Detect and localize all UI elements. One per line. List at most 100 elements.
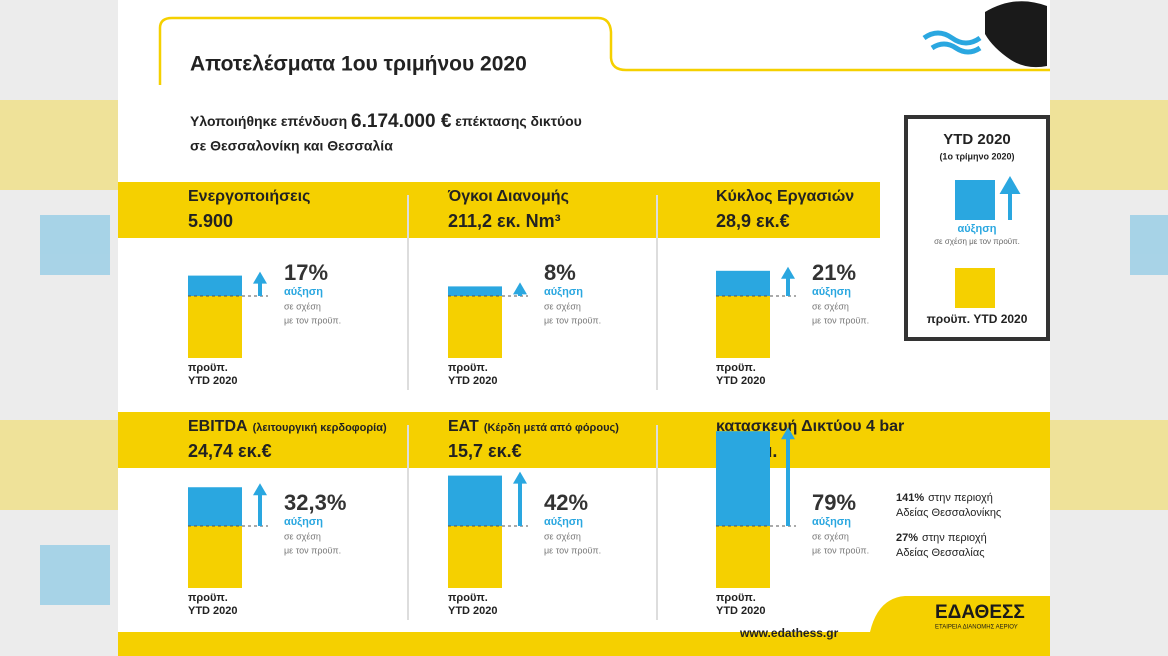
- logo-bg: [870, 596, 1050, 632]
- budget-label: YTD 2020: [188, 375, 238, 387]
- compared-label: σε σχέση: [544, 531, 581, 541]
- growth-label: 21%: [812, 260, 856, 285]
- intro-amount: 6.174.000 €: [351, 111, 452, 132]
- card-title: Όγκοι Διανομής: [447, 188, 569, 205]
- growth-label: 8%: [544, 260, 576, 285]
- panel: [118, 0, 1050, 656]
- compared-label: με τον προϋπ.: [284, 545, 341, 555]
- band: [118, 182, 880, 238]
- growth-bar: [188, 487, 242, 526]
- growth-bar: [448, 286, 502, 296]
- card-title: Κύκλος Εργασιών: [716, 188, 854, 205]
- compared-label: σε σχέση: [284, 301, 321, 311]
- intro: σε Θεσσαλονίκη και Θεσσαλία: [190, 138, 393, 154]
- card-note: (λειτουργική κερδοφορία): [253, 422, 387, 434]
- budget-label: προϋπ.: [716, 592, 756, 604]
- brand-mark: [922, 1, 1047, 68]
- budget-label: προϋπ.: [188, 362, 228, 374]
- growth-label: 79%: [812, 490, 856, 515]
- increase-label: αύξηση: [544, 286, 583, 298]
- increase-label: αύξηση: [812, 516, 851, 528]
- budget-label: YTD 2020: [188, 605, 238, 617]
- card-value: 5.900: [188, 211, 233, 231]
- increase-label: αύξηση: [284, 286, 323, 298]
- compared-label: σε σχέση: [812, 531, 849, 541]
- detail-text: Αδείας Θεσσαλίας: [896, 547, 985, 559]
- card-value: 211,2 εκ. Nm³: [448, 211, 561, 231]
- compared-label: με τον προϋπ.: [284, 315, 341, 325]
- detail-pct: 27%: [896, 532, 918, 544]
- budget-label: προϋπ.: [188, 592, 228, 604]
- legend-arrow: [999, 176, 1021, 220]
- detail-text: στην περιοχή: [928, 492, 993, 504]
- growth-bar: [188, 275, 242, 296]
- growth-bar: [716, 431, 770, 526]
- card-title: κατασκευή Δικτύου 4 bar: [716, 418, 904, 435]
- growth-label: 32,3%: [284, 490, 346, 515]
- card-note: (Κέρδη μετά από φόρους): [484, 422, 619, 434]
- legend-swatch: [955, 180, 995, 220]
- url: www.edathess.gr: [739, 626, 839, 640]
- compared-label: με τον προϋπ.: [812, 545, 869, 555]
- intro-text: επέκτασης δικτύου: [455, 113, 582, 129]
- arrow-head: [513, 471, 527, 484]
- arrow-head: [253, 483, 267, 496]
- title-tab: [158, 16, 1050, 85]
- growth-bar: [716, 270, 770, 296]
- legend-title: YTD 2020: [943, 131, 1011, 148]
- budget-label: YTD 2020: [716, 605, 766, 617]
- compared-label: με τον προϋπ.: [812, 315, 869, 325]
- detail-text: Αδείας Θεσσαλονίκης: [896, 507, 1001, 519]
- budget-label: YTD 2020: [716, 375, 766, 387]
- growth-label: 42%: [544, 490, 588, 515]
- legend-swatch: [955, 268, 995, 308]
- arrow-head: [253, 271, 267, 284]
- card-title: EAT: [448, 418, 479, 435]
- growth-bar: [448, 475, 502, 526]
- budget-bar: [448, 296, 502, 358]
- increase-label: αύξηση: [544, 516, 583, 528]
- intro: Υλοποιήθηκε επένδυση 6.174.000 € επέκτασ…: [190, 111, 582, 132]
- legend-increase: αύξηση: [957, 223, 996, 235]
- budget-bar: [188, 526, 242, 588]
- budget-bar: [448, 526, 502, 588]
- growth-label: 17%: [284, 260, 328, 285]
- arrow-head: [513, 282, 527, 295]
- compared-label: με τον προϋπ.: [544, 545, 601, 555]
- card-value: 28,9 εκ.€: [716, 211, 790, 231]
- band: [118, 412, 1050, 468]
- card-title: EBITDA: [188, 418, 248, 435]
- card-value: 15,7 εκ.€: [448, 441, 522, 461]
- legend-subtitle: (1ο τρίμηνο 2020): [939, 151, 1014, 161]
- legend-compared: σε σχέση με τον προϋπ.: [934, 237, 1020, 246]
- compared-label: σε σχέση: [544, 301, 581, 311]
- legend-budget: προϋπ. YTD 2020: [927, 312, 1028, 326]
- compared-label: σε σχέση: [812, 301, 849, 311]
- footer-band: [118, 632, 1050, 656]
- budget-bar: [188, 296, 242, 358]
- budget-label: προϋπ.: [448, 592, 488, 604]
- dividers: [407, 195, 658, 620]
- compared-label: σε σχέση: [284, 531, 321, 541]
- budget-label: προϋπ.: [448, 362, 488, 374]
- budget-label: YTD 2020: [448, 605, 498, 617]
- card-value: 24,74 εκ.€: [188, 441, 272, 461]
- arrow-head: [781, 266, 795, 279]
- budget-bar: [716, 296, 770, 358]
- arrow-head: [781, 427, 795, 440]
- title: Αποτελέσματα 1ου τριμήνου 2020: [190, 53, 527, 76]
- compared-label: με τον προϋπ.: [544, 315, 601, 325]
- budget-bar: [716, 526, 770, 588]
- logo-tagline: ΕΤΑΙΡΕΙΑ ΔΙΑΝΟΜΗΣ ΑΕΡΙΟΥ: [935, 625, 1018, 631]
- increase-label: αύξηση: [284, 516, 323, 528]
- blurred-edges: [0, 100, 1168, 605]
- legend-box: YTD 2020 (1ο τρίμηνο 2020) αύξηση σε σχέ…: [904, 115, 1050, 341]
- increase-label: αύξηση: [812, 286, 851, 298]
- detail-text: στην περιοχή: [922, 532, 987, 544]
- budget-label: προϋπ.: [716, 362, 756, 374]
- logo: ΕΔΑΘΕΣΣ: [935, 602, 1025, 623]
- card-title: Ενεργοποιήσεις: [188, 188, 310, 205]
- intro-text: Υλοποιήθηκε επένδυση: [190, 113, 347, 129]
